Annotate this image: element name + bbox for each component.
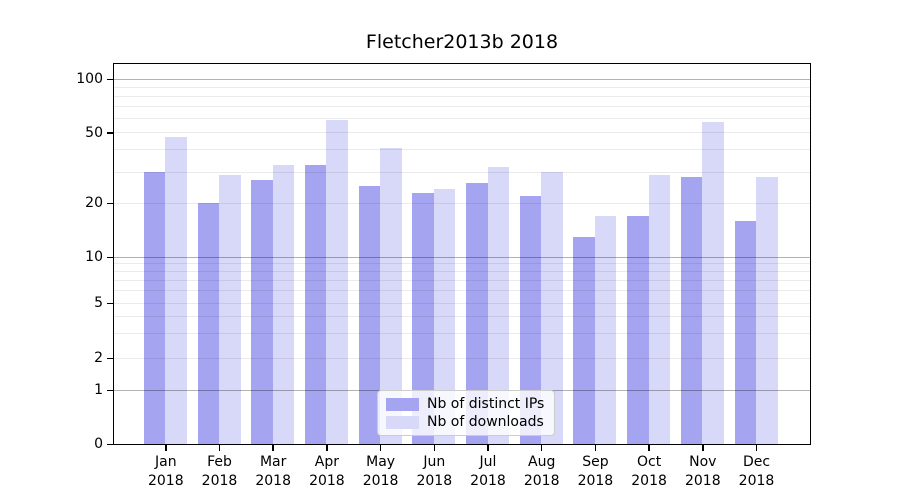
gridline-80 (114, 95, 810, 97)
gridline-9 (114, 263, 810, 265)
gridline-2 (114, 357, 810, 359)
plot-area (113, 63, 811, 445)
gridline-20 (114, 202, 810, 204)
bar-downloads-may (380, 147, 402, 444)
chart-title: Fletcher2013b 2018 (365, 31, 559, 53)
y-tick-20 (107, 202, 113, 205)
bar-ips-apr (304, 164, 327, 444)
bar-downloads-apr (326, 119, 348, 444)
gridline-90 (114, 86, 810, 88)
bar-ips-nov (680, 177, 703, 444)
y-tick-label-50: 50 (85, 124, 103, 141)
bar-downloads-mar (272, 164, 295, 444)
y-tick-label-20: 20 (85, 195, 103, 212)
x-tick-sep (594, 445, 597, 451)
bar-ips-feb (197, 203, 219, 444)
x-tick-label-jun: Jun 2018 (416, 454, 453, 489)
x-tick-label-jan: Jan 2018 (147, 454, 184, 489)
x-tick-feb (218, 445, 221, 451)
bar-downloads-jun (433, 189, 456, 444)
bar-ips-jul (466, 183, 488, 444)
gridline-10 (114, 256, 810, 258)
y-tick-label-5: 5 (94, 295, 103, 311)
x-tick-label-apr: Apr 2018 (309, 454, 345, 489)
x-tick-aug (540, 445, 543, 451)
y-tick-label-100: 100 (76, 71, 103, 87)
x-tick-may (379, 445, 382, 451)
y-tick-2 (107, 357, 113, 359)
y-tick-10 (107, 256, 113, 258)
legend-label-downloads: Nb of downloads (427, 414, 544, 430)
legend-label-distinct-ips: Nb of distinct IPs (427, 396, 545, 412)
gridline-40 (114, 149, 810, 151)
x-tick-label-oct: Oct 2018 (631, 454, 667, 489)
bar-ips-jan (143, 172, 166, 444)
bar-downloads-oct (648, 174, 671, 444)
bar-downloads-jan (165, 137, 187, 444)
x-tick-label-nov: Nov 2018 (684, 454, 721, 489)
x-tick-jun (433, 445, 436, 451)
gridline-4 (114, 315, 810, 317)
bar-downloads-nov (702, 122, 724, 444)
gridline-60 (114, 117, 810, 119)
bar-downloads-jul (487, 167, 509, 444)
gridline-3 (114, 333, 810, 335)
y-tick-5 (107, 302, 113, 304)
y-tick-label-2: 2 (94, 350, 103, 366)
legend-swatch-downloads (386, 415, 419, 429)
x-tick-label-jul: Jul 2018 (470, 454, 506, 489)
x-tick-label-sep: Sep 2018 (577, 454, 614, 489)
y-tick-label-10: 10 (85, 249, 103, 265)
x-tick-nov (702, 445, 704, 451)
bar-downloads-sep (594, 215, 617, 444)
y-tick-1 (107, 389, 113, 391)
bar-downloads-dec (756, 177, 778, 444)
x-tick-label-feb: Feb 2018 (201, 454, 238, 489)
bar-ips-aug (519, 196, 542, 444)
y-tick-100 (107, 78, 113, 80)
bar-downloads-feb (219, 174, 241, 444)
x-tick-label-may: May 2018 (362, 454, 399, 489)
bar-ips-dec (734, 220, 756, 444)
y-tick-label-1: 1 (94, 382, 103, 398)
x-tick-apr (326, 445, 328, 451)
y-tick-50 (107, 132, 113, 134)
y-tick-label-0: 0 (94, 436, 103, 452)
gridline-6 (114, 290, 810, 292)
bar-ips-oct (627, 215, 649, 444)
y-tick-0 (107, 443, 113, 445)
x-tick-jan (165, 445, 167, 451)
gridline-30 (114, 171, 810, 173)
gridline-100 (114, 78, 810, 80)
bar-ips-jun (412, 192, 434, 444)
legend: Nb of distinct IPs Nb of downloads (377, 390, 555, 436)
gridline-50 (114, 132, 810, 134)
bar-ips-sep (573, 236, 595, 444)
x-tick-dec (755, 445, 758, 451)
x-tick-mar (272, 445, 274, 451)
x-tick-jul (487, 445, 489, 451)
x-tick-label-aug: Aug 2018 (523, 454, 560, 489)
gridline-5 (114, 302, 810, 304)
bar-ips-may (358, 186, 381, 444)
bar-downloads-aug (541, 172, 563, 444)
legend-item-distinct-ips: Nb of distinct IPs (386, 396, 546, 412)
x-tick-label-mar: Mar 2018 (255, 454, 291, 489)
bar-ips-mar (251, 180, 273, 444)
gridline-70 (114, 106, 810, 108)
legend-item-downloads: Nb of downloads (386, 414, 546, 430)
gridline-8 (114, 271, 810, 273)
gridline-7 (114, 280, 810, 282)
legend-swatch-distinct-ips (386, 397, 419, 411)
x-tick-label-dec: Dec 2018 (738, 454, 775, 489)
x-tick-oct (648, 445, 650, 451)
